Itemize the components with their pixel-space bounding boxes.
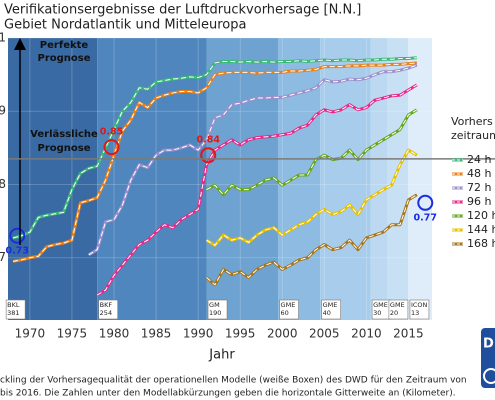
zone-label: Prognose	[37, 53, 90, 64]
series-line-dash	[206, 149, 418, 246]
era-band	[278, 38, 321, 320]
model-box	[5, 299, 26, 320]
legend-label: 24 h	[467, 153, 491, 166]
y-tick-label: 1	[0, 31, 6, 45]
model-name: BKL	[7, 301, 20, 309]
x-tick-label: 2010	[351, 327, 382, 341]
model-name: GME	[390, 301, 405, 309]
legend-title: Vorhers	[451, 115, 493, 128]
model-name: ICON	[411, 301, 428, 309]
model-name: GME	[373, 301, 388, 309]
series-line-dash	[12, 57, 417, 239]
model-resolution: 60	[281, 309, 289, 317]
legend-title: zeitraum	[451, 129, 495, 142]
model-box	[207, 299, 228, 320]
overlay: BKL381BKF254GM190GME60GME40GME30GME20ICO…	[5, 127, 437, 320]
model-resolution: 20	[390, 309, 398, 317]
annotation-label: 0.77	[414, 212, 437, 223]
x-tick-label: 1970	[15, 327, 46, 341]
x-axis-label: Jahr	[208, 348, 235, 363]
model-box	[321, 299, 341, 320]
y-tick-label: 0.7	[0, 250, 6, 264]
zone-label: Perfekte	[40, 40, 89, 51]
zone-label: Verlässliche	[30, 129, 98, 140]
annotation-circle	[103, 139, 120, 156]
zone-label: Prognose	[37, 143, 90, 154]
plot-background	[8, 38, 432, 320]
chart-title: Verifikationsergebnisse der Luftdruckvor…	[4, 3, 361, 18]
era-band	[320, 38, 371, 320]
model-resolution: 40	[323, 309, 331, 317]
annotation-circle	[417, 194, 434, 211]
caption: bis 2016. Die Zahlen unter den Modellabk…	[0, 389, 456, 399]
series-line-dash	[206, 194, 418, 286]
series-line-dash	[206, 109, 418, 196]
model-name: GME	[281, 301, 296, 309]
annotation-circle	[9, 227, 26, 244]
caption: ckling der Vorhersagequalität der operat…	[0, 376, 467, 386]
x-tick-label: 1980	[99, 327, 130, 341]
logo-ring	[483, 368, 495, 384]
x-tick-label: 2000	[267, 327, 298, 341]
x-tick-label: 1995	[225, 327, 256, 341]
model-resolution: 190	[209, 309, 221, 317]
y-tick-label: 0.8	[0, 177, 6, 191]
legend-label: 120 h	[467, 209, 495, 222]
era-band	[408, 38, 432, 320]
legend-label: 144 h	[467, 223, 495, 236]
x-tick-label: 2005	[309, 327, 340, 341]
series-line-dash	[88, 64, 418, 256]
annotation-circle	[200, 147, 217, 164]
model-name: BKF	[100, 301, 113, 309]
model-name: GME	[323, 301, 338, 309]
x-tick-label: 1975	[57, 327, 88, 341]
model-box	[409, 299, 430, 320]
legend-label: 96 h	[467, 195, 491, 208]
legend-label: 168 h	[467, 237, 495, 250]
x-tick-label: 2015	[393, 327, 424, 341]
model-resolution: 30	[373, 309, 381, 317]
series-line-dash	[96, 84, 418, 296]
era-band	[8, 38, 98, 320]
legend-label: 48 h	[467, 167, 491, 180]
x-tick-label: 1990	[183, 327, 214, 341]
model-name: GM	[209, 301, 220, 309]
y-tick-label: 0.9	[0, 104, 6, 118]
annotation-label: 0.73	[6, 245, 29, 256]
model-box	[388, 299, 409, 320]
model-box	[98, 299, 118, 320]
model-resolution: 13	[411, 309, 419, 317]
chart-subtitle: Gebiet Nordatlantik und Mitteleuropa	[4, 18, 246, 33]
logo-text: D	[483, 337, 494, 352]
model-resolution: 381	[7, 309, 19, 317]
annotation-label: 0.84	[196, 135, 220, 146]
series-line-dash	[12, 62, 417, 262]
model-box	[279, 299, 299, 320]
era-band	[370, 38, 388, 320]
era-band	[387, 38, 409, 320]
legend-label: 72 h	[467, 181, 491, 194]
model-resolution: 254	[100, 309, 112, 317]
x-tick-label: 1985	[141, 327, 172, 341]
lines	[12, 56, 418, 297]
annotation-label: 0.85	[100, 127, 123, 138]
